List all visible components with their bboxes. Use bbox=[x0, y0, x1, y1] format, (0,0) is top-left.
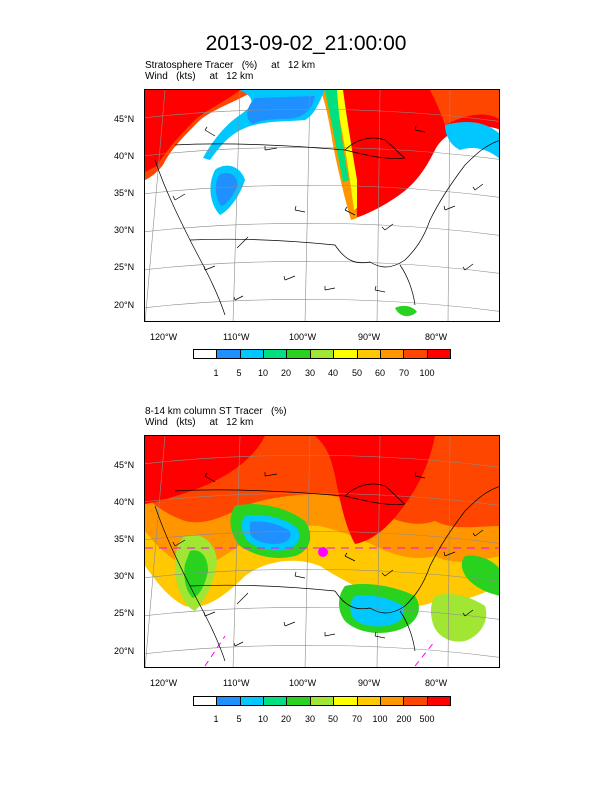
panel1-lat-label: 35°N bbox=[114, 188, 135, 198]
panel2-colorbar bbox=[193, 696, 451, 706]
panel2-lat-label: 45°N bbox=[114, 460, 135, 470]
panel2-colorbar-label: 50 bbox=[327, 714, 339, 724]
panel1-colorbar-label: 10 bbox=[257, 368, 269, 378]
colorbar-swatch bbox=[334, 350, 358, 358]
colorbar-swatch bbox=[404, 350, 428, 358]
panel2-lat-label: 30°N bbox=[114, 571, 135, 581]
tracer-column-core-west bbox=[145, 436, 265, 504]
panel2-lon-label: 90°W bbox=[358, 678, 381, 688]
panel2-lat-label: 40°N bbox=[114, 497, 135, 507]
panel1-colorbar bbox=[193, 349, 451, 359]
panel2-colorbar-label: 1 bbox=[213, 714, 219, 724]
colorbar-swatch bbox=[217, 350, 241, 358]
colorbar-swatch bbox=[310, 697, 335, 705]
panel2-lon-label: 80°W bbox=[425, 678, 448, 688]
panel1-colorbar-label: 20 bbox=[280, 368, 292, 378]
panel2-colorbar-label: 30 bbox=[304, 714, 316, 724]
colorbar-swatch bbox=[194, 697, 218, 705]
panel1-lat-label: 40°N bbox=[114, 151, 135, 161]
marker-storm bbox=[318, 547, 328, 557]
panel2-colorbar-label: 10 bbox=[257, 714, 269, 724]
panel1-lon-label: 110°W bbox=[223, 332, 250, 342]
panel1-subtitle-tracer: Stratosphere Tracer (%) at 12 km bbox=[145, 60, 316, 71]
panel1-lon-label: 120°W bbox=[150, 332, 178, 342]
colorbar-swatch bbox=[264, 350, 288, 358]
colorbar-swatch bbox=[194, 350, 218, 358]
panel2-colorbar-label: 20 bbox=[280, 714, 292, 724]
panel1-map-svg bbox=[145, 90, 499, 321]
panel2-colorbar-label: 500 bbox=[419, 714, 435, 724]
panel2-lon-label: 110°W bbox=[223, 678, 250, 688]
graticule bbox=[145, 436, 499, 667]
coastlines bbox=[154, 137, 499, 316]
panel2-lat-label: 20°N bbox=[114, 646, 135, 656]
panel1-lat-label: 45°N bbox=[114, 114, 135, 124]
panel2-colorbar-label: 5 bbox=[236, 714, 242, 724]
panel1-subtitle-wind: Wind (kts) at 12 km bbox=[145, 71, 254, 82]
colorbar-swatch bbox=[217, 697, 241, 705]
panel1-lon-label: 80°W bbox=[425, 332, 448, 342]
panel2-lon-label: 120°W bbox=[150, 678, 178, 688]
panel1-map bbox=[144, 89, 500, 322]
wind-barbs bbox=[172, 125, 484, 301]
panel2-map bbox=[144, 435, 500, 668]
panel2-colorbar-label: 70 bbox=[351, 714, 363, 724]
panel1-colorbar-label: 100 bbox=[419, 368, 435, 378]
wind-barbs bbox=[172, 471, 484, 647]
colorbar-swatch bbox=[357, 350, 381, 358]
colorbar-swatch bbox=[287, 697, 311, 705]
colorbar-swatch bbox=[240, 350, 265, 358]
panel1-colorbar-label: 30 bbox=[304, 368, 316, 378]
colorbar-swatch bbox=[357, 697, 381, 705]
colorbar-swatch bbox=[264, 697, 288, 705]
panel2-map-svg bbox=[145, 436, 499, 667]
panel1-colorbar-label: 1 bbox=[213, 368, 219, 378]
colorbar-swatch bbox=[427, 697, 450, 705]
panel2-lat-label: 25°N bbox=[114, 608, 135, 618]
panel2-subtitle-tracer: 8-14 km column ST Tracer (%) bbox=[145, 406, 287, 417]
colorbar-swatch bbox=[380, 350, 405, 358]
colorbar-swatch bbox=[404, 697, 428, 705]
colorbar-swatch bbox=[427, 350, 450, 358]
panel1-lat-label: 30°N bbox=[114, 225, 135, 235]
panel1-colorbar-label: 70 bbox=[398, 368, 410, 378]
colorbar-swatch bbox=[334, 697, 358, 705]
colorbar-swatch bbox=[240, 697, 265, 705]
colorbar-swatch bbox=[287, 350, 311, 358]
panel2-lat-label: 35°N bbox=[114, 534, 135, 544]
panel1-colorbar-label: 60 bbox=[374, 368, 386, 378]
panel1-colorbar-label: 50 bbox=[351, 368, 363, 378]
panel2-colorbar-label: 200 bbox=[396, 714, 412, 724]
graticule bbox=[145, 90, 499, 321]
tracer-high-region-east bbox=[320, 90, 499, 218]
coastlines bbox=[154, 483, 499, 662]
panel1-lat-label: 25°N bbox=[114, 262, 135, 272]
panel2-subtitle-wind: Wind (kts) at 12 km bbox=[145, 417, 254, 428]
panel1-colorbar-label: 40 bbox=[327, 368, 339, 378]
colorbar-swatch bbox=[380, 697, 405, 705]
panel1-colorbar-label: 5 bbox=[236, 368, 242, 378]
tracer-column-core-east bbox=[315, 436, 435, 544]
page-title: 2013-09-02_21:00:00 bbox=[205, 32, 407, 55]
panel1-lat-label: 20°N bbox=[114, 300, 135, 310]
panel2-colorbar-label: 100 bbox=[372, 714, 388, 724]
panel1-lon-label: 100°W bbox=[289, 332, 317, 342]
colorbar-swatch bbox=[310, 350, 335, 358]
panel2-lon-label: 100°W bbox=[289, 678, 317, 688]
panel1-lon-label: 90°W bbox=[358, 332, 381, 342]
